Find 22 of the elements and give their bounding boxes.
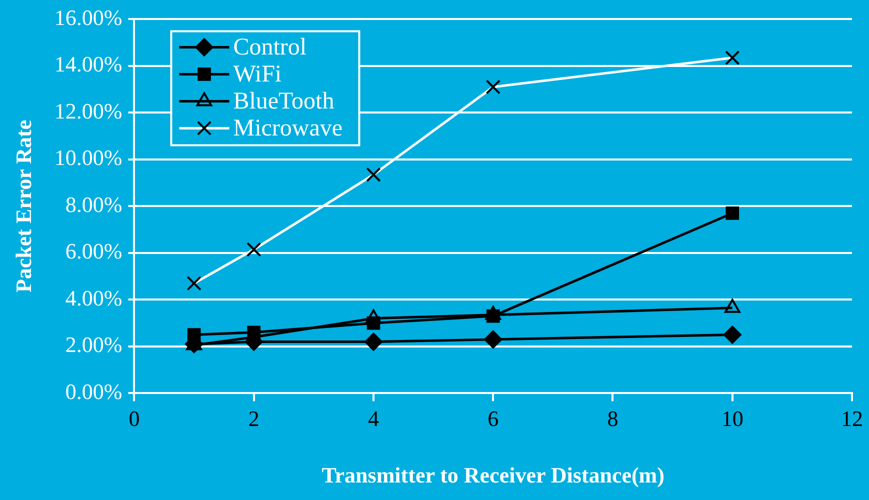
legend-label: WiFi — [233, 61, 282, 88]
y-tick-label: 4.00% — [65, 285, 122, 310]
x-tick-label: 2 — [248, 406, 260, 432]
y-tick-label: 6.00% — [65, 238, 122, 264]
x-tick-label: 8 — [607, 406, 618, 432]
legend-label: Microwave — [233, 115, 343, 142]
x-axis-title: Transmitter to Receiver Distance(m) — [322, 462, 664, 488]
x-tick-label: 10 — [721, 406, 744, 432]
y-tick-label: 0.00% — [65, 378, 122, 404]
y-tick-label: 14.00% — [54, 52, 122, 77]
y-tick-label: 10.00% — [54, 145, 122, 170]
y-tick-label: 2.00% — [65, 332, 122, 358]
y-tick-label: 8.00% — [65, 192, 122, 217]
x-tick-label: 4 — [368, 406, 379, 432]
y-tick-label: 16.00% — [54, 4, 122, 30]
x-tick-label: 12 — [841, 406, 863, 432]
x-tick-label: 0 — [128, 406, 140, 432]
legend-label: Control — [233, 34, 307, 60]
y-tick-label: 12.00% — [54, 98, 122, 124]
y-axis-title: Packet Error Rate — [10, 120, 36, 293]
x-tick-label: 6 — [488, 406, 499, 432]
legend-label: BlueTooth — [233, 88, 334, 114]
